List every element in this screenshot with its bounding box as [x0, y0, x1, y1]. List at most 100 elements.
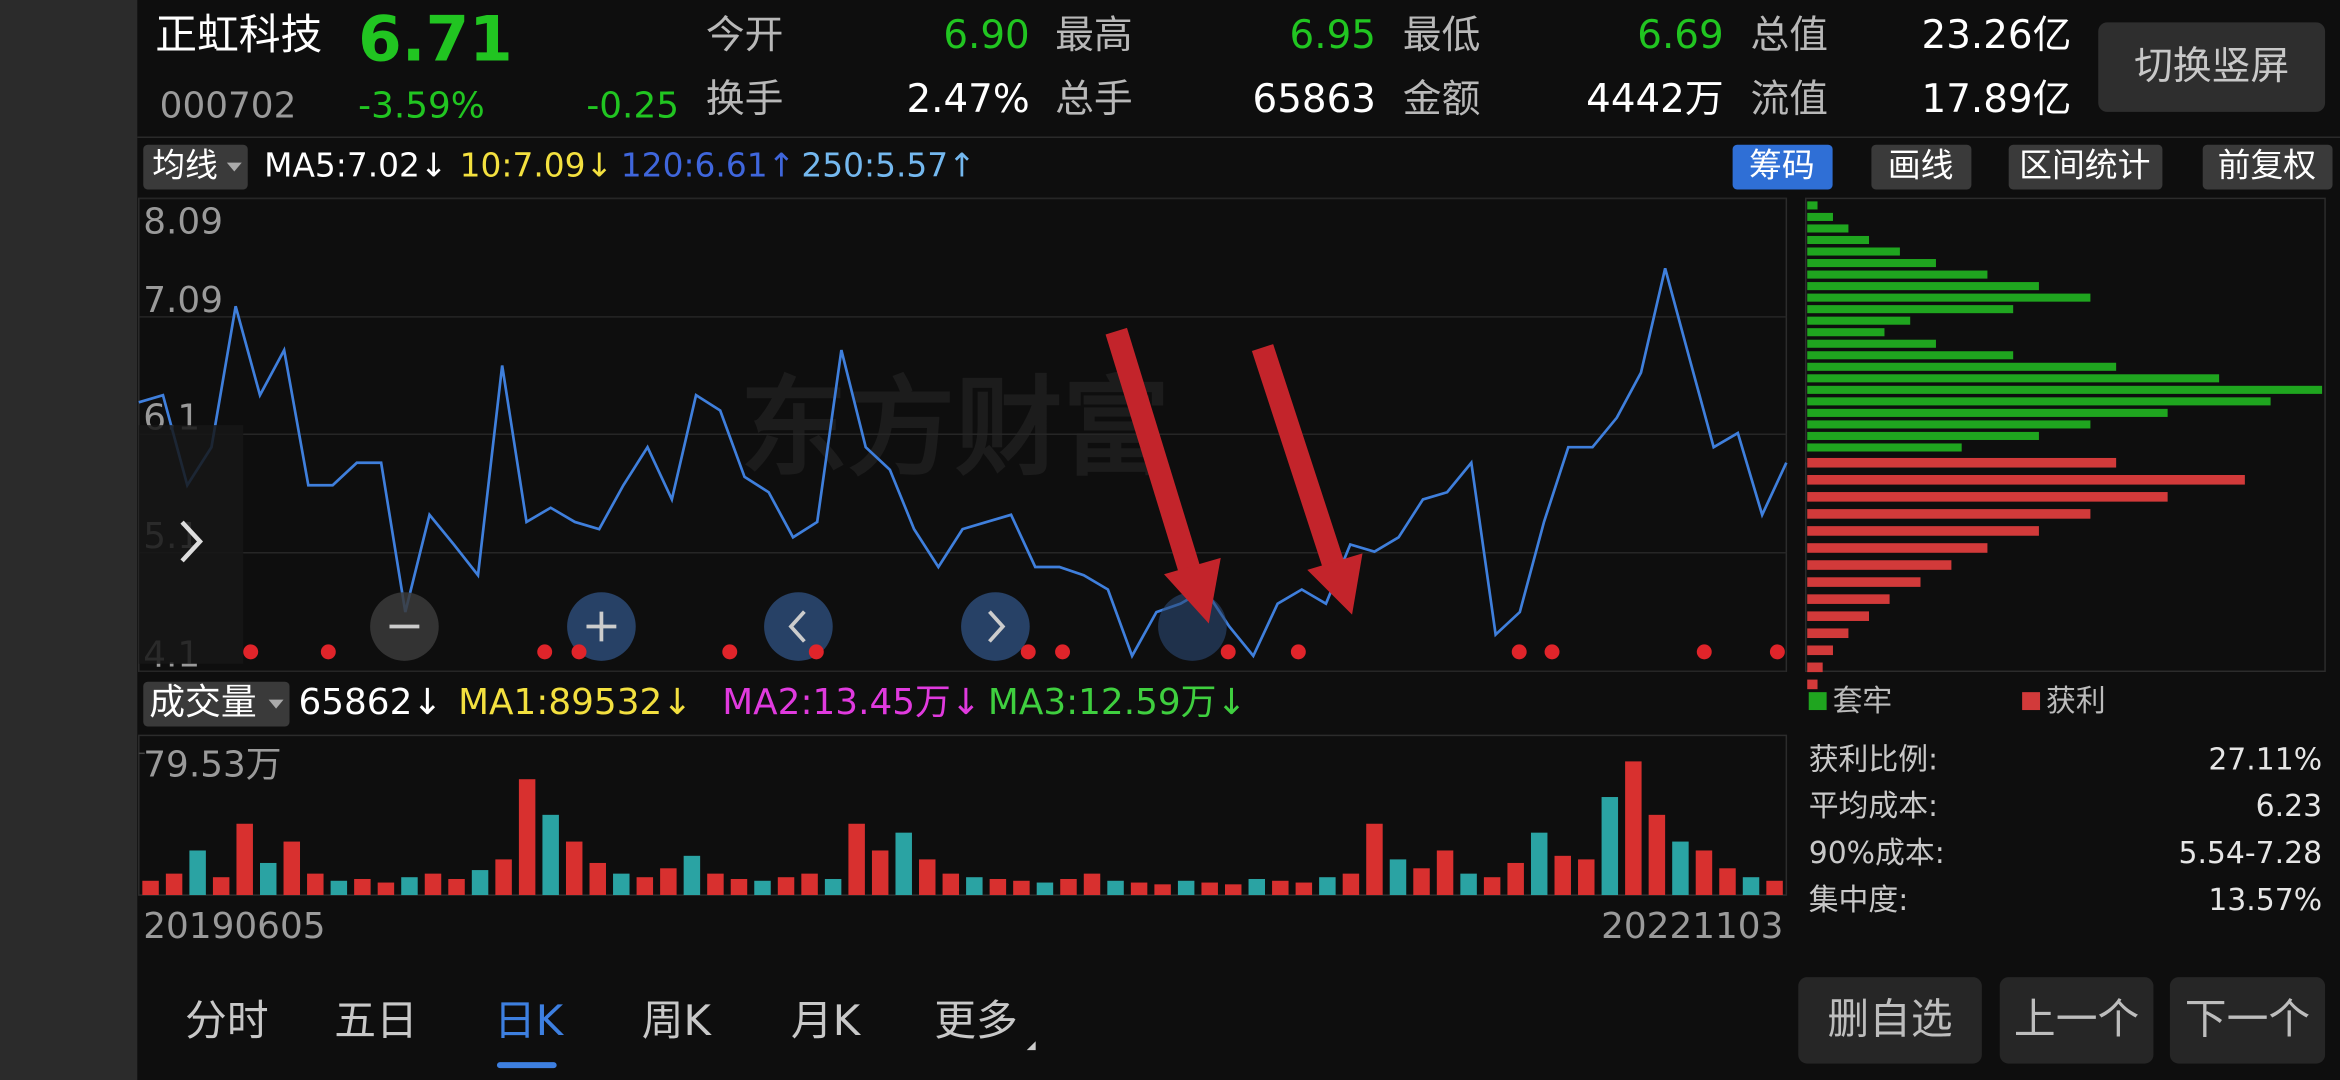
switch-button[interactable] — [2098, 22, 2326, 112]
volume-bar — [989, 878, 1007, 896]
stat-value: 6.69 — [1637, 13, 1723, 58]
period-tab[interactable]: 月K — [791, 996, 862, 1045]
range-button-label[interactable]: 区间统计 — [2019, 147, 2150, 185]
chip-stat-value: 5.54-7.28 — [2178, 836, 2322, 871]
locked-bar — [1807, 235, 1870, 245]
volume-bar — [1036, 882, 1054, 896]
period-tab[interactable]: 更多 — [934, 996, 1018, 1045]
volume-selector-label[interactable]: 成交量 — [149, 682, 256, 723]
plus-icon — [586, 611, 617, 642]
volume-bar — [142, 880, 159, 896]
dropdown-icon — [268, 699, 284, 709]
profit-bar — [1807, 679, 1818, 690]
end-date: 20221103 — [1601, 906, 1783, 947]
volume-bar — [1177, 880, 1195, 896]
volume-bar — [1413, 868, 1430, 896]
y-tick-label: 7.09 — [143, 280, 223, 321]
dropdown-icon — [226, 162, 242, 172]
volume-bar — [1483, 877, 1501, 896]
range-button[interactable] — [2008, 144, 2163, 190]
volume-tick-label: 79.53万 — [143, 745, 281, 786]
stock-name: 正虹科技 — [155, 10, 322, 59]
volume-bar — [1389, 859, 1407, 896]
chip-stat-value: 13.57% — [2208, 883, 2322, 918]
period-tab[interactable]: 日K — [494, 996, 565, 1045]
stock-code: 000702 — [160, 85, 297, 126]
volume-bar — [824, 878, 842, 896]
action-buttons: 删自选 上一个 下一个 — [1798, 977, 2326, 1064]
switch-button-label[interactable]: 切换竖屏 — [2134, 44, 2289, 89]
signal-dot — [1220, 644, 1236, 660]
volume-bar — [1766, 880, 1783, 896]
adjust-button-label[interactable]: 前复权 — [2218, 147, 2316, 185]
ma-item: 10:7.09↓ — [460, 147, 613, 185]
period-tab[interactable]: 分时 — [185, 996, 269, 1045]
action-button-label[interactable]: 下一个 — [2185, 994, 2310, 1043]
signal-dots — [243, 644, 1785, 660]
stock-price: 6.71 — [358, 2, 513, 75]
volume-bar — [1248, 878, 1266, 896]
volume-bar — [1342, 873, 1360, 896]
chip-distribution — [1807, 201, 2323, 690]
stat-label: 总值 — [1751, 13, 1829, 58]
volume-bar — [518, 779, 536, 896]
volume-item: 65862↓ — [298, 682, 442, 723]
stat-label: 总手 — [1055, 77, 1133, 122]
ma-selector-label[interactable]: 均线 — [152, 147, 218, 185]
chip-button-label[interactable]: 筹码 — [1749, 147, 1815, 185]
chip-button[interactable] — [1732, 144, 1833, 190]
locked-bar — [1807, 224, 1849, 233]
locked-bar — [1807, 247, 1900, 256]
volume-bar — [1648, 814, 1666, 896]
locked-bar — [1807, 420, 2091, 429]
locked-bar — [1807, 408, 2168, 417]
volume-bar — [1554, 855, 1571, 896]
adjust-button[interactable] — [2202, 144, 2333, 190]
expand-icon[interactable] — [180, 520, 204, 563]
period-tab[interactable]: 周K — [642, 996, 713, 1045]
scroll-left-button[interactable] — [764, 592, 833, 661]
volume-item: MA1:89532↓ — [458, 682, 692, 723]
signal-dot — [320, 644, 336, 660]
annotation-arrows — [1105, 327, 1363, 624]
draw-button-label[interactable]: 画线 — [1888, 147, 1954, 185]
arrow-head — [1307, 553, 1363, 615]
volume-bar — [966, 877, 983, 896]
action-button-label[interactable]: 上一个 — [2014, 994, 2139, 1043]
stat-value: 4442万 — [1586, 77, 1724, 122]
side-panel-handle[interactable] — [138, 425, 244, 664]
change: -0.25 — [586, 85, 679, 126]
stat-value: 6.90 — [943, 13, 1029, 58]
signal-dot — [1696, 644, 1712, 660]
watermark: 东方财富 — [740, 366, 1170, 491]
volume-selector[interactable] — [143, 681, 290, 727]
locked-bar — [1807, 431, 2039, 440]
signal-dot — [1769, 644, 1785, 660]
chip-stats: 获利比例: 27.11% 平均成本: 6.23 90%成本: 5.54-7.28 集中度: 1… — [1809, 742, 2322, 918]
period-tabs: 分时 五日 日K 周K 月K 更多 — [185, 996, 1018, 1045]
volume-bar — [636, 877, 654, 896]
chip-frame — [1804, 197, 2326, 673]
volume-item: MA3:12.59万↓ — [988, 682, 1247, 723]
draw-button[interactable] — [1871, 144, 1972, 190]
locked-bar — [1807, 339, 1936, 348]
arrow-head — [1164, 557, 1221, 624]
left-strip — [0, 0, 138, 1080]
volume-item: MA2:13.45万↓ — [722, 682, 981, 723]
action-button[interactable] — [1798, 977, 1982, 1064]
chip-stat-label: 平均成本: — [1809, 789, 1938, 824]
stat-label: 金额 — [1403, 77, 1481, 122]
arrow-shaft — [1251, 344, 1345, 571]
volume-bar — [1530, 832, 1548, 896]
locked-bar — [1807, 385, 2323, 394]
ma-selector[interactable] — [143, 144, 248, 190]
volume-bar — [1013, 880, 1030, 896]
action-button-label[interactable]: 删自选 — [1827, 994, 1952, 1043]
action-button[interactable] — [2169, 977, 2326, 1064]
profit-bar — [1807, 526, 2039, 536]
action-button[interactable] — [1999, 977, 2154, 1064]
volume-bar — [871, 850, 889, 896]
period-tab[interactable]: 五日 — [334, 996, 418, 1045]
scroll-right-button[interactable] — [961, 592, 1030, 661]
